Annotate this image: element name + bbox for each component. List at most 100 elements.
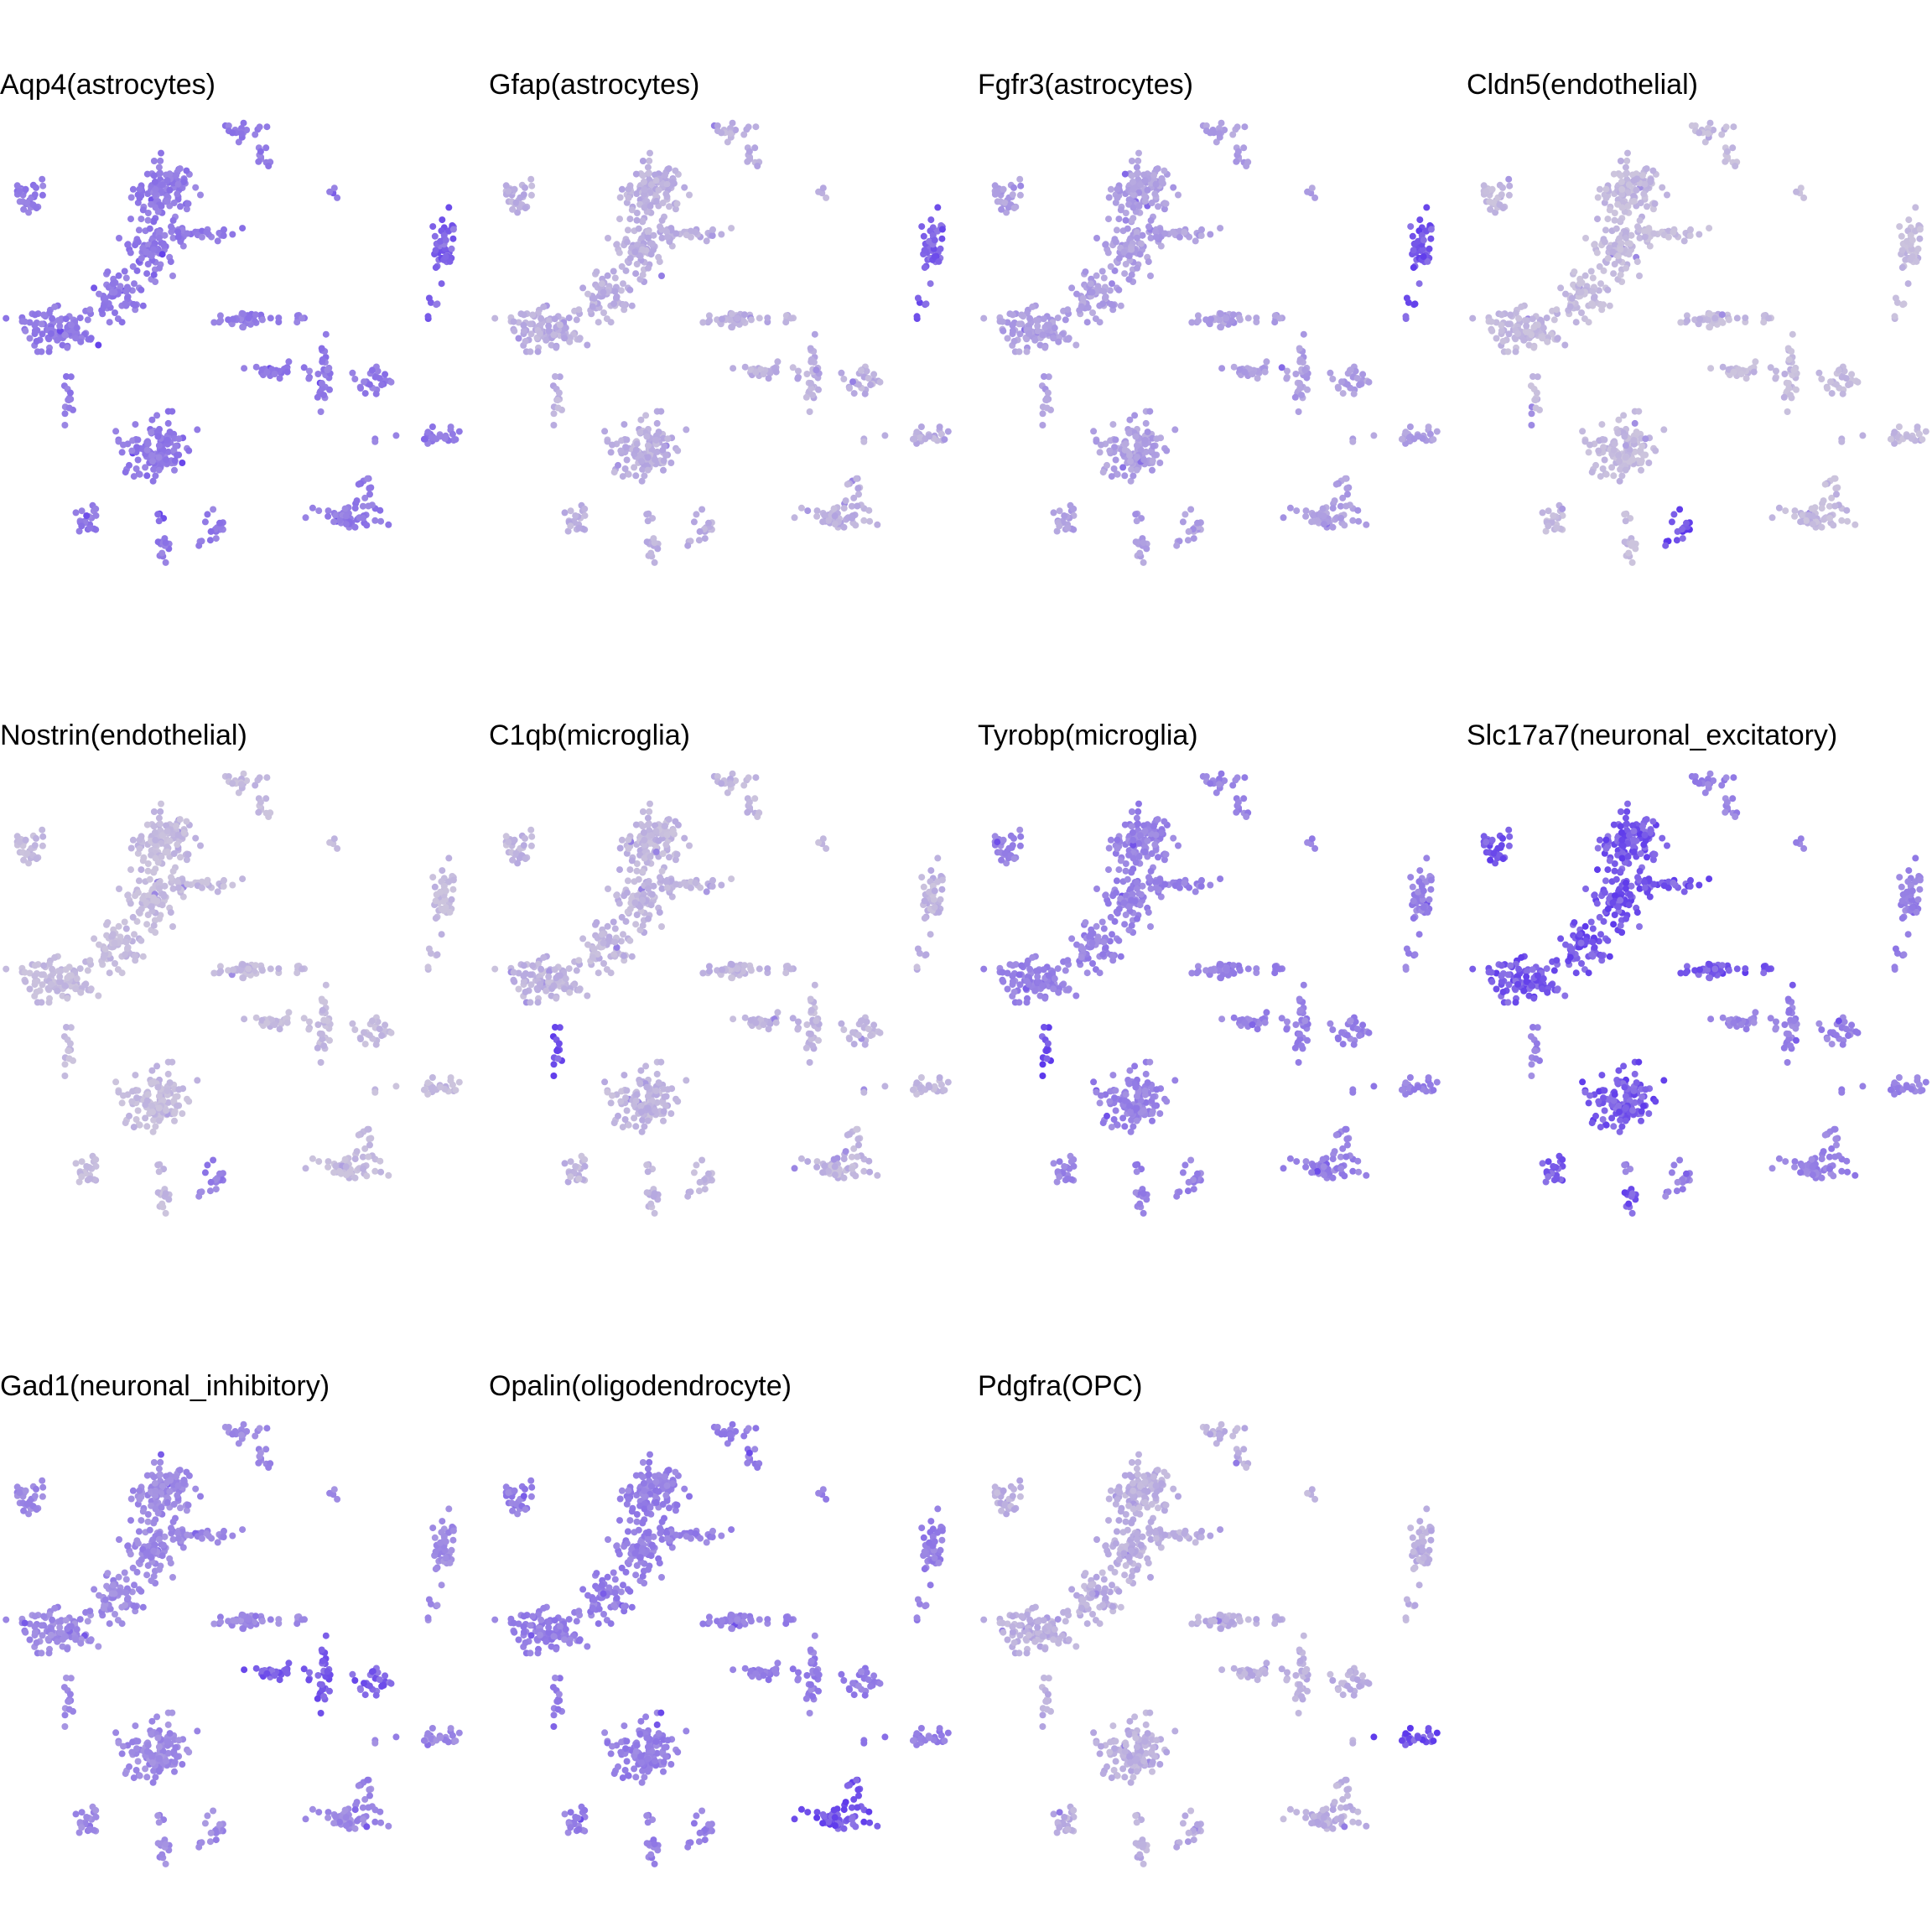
cell-point xyxy=(860,438,868,445)
cell-point xyxy=(1009,321,1016,329)
cell-point xyxy=(687,884,694,891)
cell-point xyxy=(104,268,112,276)
cell-point xyxy=(849,514,856,522)
cell-point xyxy=(144,440,152,448)
cell-point xyxy=(718,881,725,889)
cell-point xyxy=(1611,261,1618,267)
cell-point xyxy=(61,1061,69,1068)
cell-point xyxy=(621,952,627,959)
cell-point xyxy=(639,868,647,875)
cell-point xyxy=(1826,514,1834,522)
cell-point xyxy=(320,392,328,399)
cell-point xyxy=(155,164,163,171)
cell-point xyxy=(652,197,660,205)
cell-point xyxy=(1130,204,1137,211)
cell-point xyxy=(120,441,127,449)
cell-point xyxy=(385,1171,392,1179)
cell-point xyxy=(72,335,80,342)
cell-point xyxy=(1099,469,1107,476)
cell-point xyxy=(1018,311,1026,319)
cell-point xyxy=(663,884,671,891)
cell-point xyxy=(1680,237,1688,245)
cell-point xyxy=(802,393,810,401)
cell-point xyxy=(136,1121,143,1129)
cell-point xyxy=(1597,473,1604,480)
cell-point xyxy=(1707,365,1715,372)
cell-point xyxy=(198,233,205,241)
cell-point xyxy=(789,364,797,371)
cell-point xyxy=(659,850,667,857)
cell-point xyxy=(66,1040,74,1047)
panel-title: Cldn5(endothelial) xyxy=(1467,69,1698,101)
cell-point xyxy=(1026,330,1032,337)
cell-point xyxy=(359,502,366,510)
cell-point xyxy=(1102,241,1109,248)
cell-point xyxy=(550,422,558,428)
cell-point xyxy=(579,935,587,943)
cell-point xyxy=(1498,191,1505,199)
cell-point xyxy=(154,1161,162,1169)
cell-point xyxy=(1529,315,1536,323)
cell-point xyxy=(626,937,634,944)
cell-point xyxy=(210,969,218,977)
cell-point xyxy=(150,271,158,278)
cell-point xyxy=(148,452,156,459)
cell-point xyxy=(610,469,618,476)
cell-point xyxy=(175,1086,183,1093)
cell-point xyxy=(618,262,626,270)
cell-point xyxy=(1213,138,1220,146)
cell-point xyxy=(562,975,569,983)
cell-point xyxy=(917,423,925,430)
cell-point xyxy=(1505,330,1513,338)
cell-point xyxy=(765,375,772,382)
cell-point xyxy=(744,158,751,165)
cell-point xyxy=(341,505,349,512)
cell-point xyxy=(1617,271,1624,278)
cell-point xyxy=(48,330,55,337)
cell-point xyxy=(317,1059,325,1066)
cell-point xyxy=(438,931,445,938)
panel-title: Fgfr3(astrocytes) xyxy=(978,69,1193,101)
cell-point xyxy=(673,230,680,237)
cell-point xyxy=(157,808,164,815)
cell-point xyxy=(1599,465,1607,472)
cell-point xyxy=(672,205,679,213)
cell-point xyxy=(1528,331,1535,339)
cell-point xyxy=(1152,228,1159,236)
cell-point xyxy=(129,836,137,844)
cell-point xyxy=(366,485,373,492)
cell-point xyxy=(148,416,156,423)
cell-point xyxy=(1532,397,1540,404)
cell-point xyxy=(31,191,39,199)
cell-point xyxy=(128,447,136,454)
cell-point xyxy=(1127,458,1134,465)
cell-point xyxy=(155,1117,163,1124)
feature-panel: Aqp4(astrocytes) xyxy=(0,69,463,566)
cell-point xyxy=(309,504,316,512)
cell-point xyxy=(643,433,651,440)
cell-point xyxy=(714,316,721,324)
cell-point xyxy=(322,330,330,338)
cell-point xyxy=(437,433,444,440)
cell-point xyxy=(152,836,159,844)
cell-point xyxy=(1301,366,1309,374)
cell-point xyxy=(618,437,626,444)
cell-point xyxy=(1144,428,1151,436)
cell-point xyxy=(1550,316,1558,324)
cell-point xyxy=(645,169,652,177)
cell-point xyxy=(515,985,522,993)
cell-point xyxy=(309,1155,316,1162)
cell-point xyxy=(229,231,236,238)
cell-point xyxy=(1055,338,1062,345)
cell-point xyxy=(1106,447,1114,454)
cell-point xyxy=(149,477,157,485)
cell-point xyxy=(143,270,151,278)
cell-point xyxy=(693,511,700,518)
cell-point xyxy=(1121,170,1129,178)
cell-point xyxy=(67,373,75,381)
cell-point xyxy=(664,435,672,443)
cell-point xyxy=(935,257,943,265)
cell-point xyxy=(529,962,537,969)
cell-point xyxy=(158,181,166,189)
cell-point xyxy=(823,194,830,201)
